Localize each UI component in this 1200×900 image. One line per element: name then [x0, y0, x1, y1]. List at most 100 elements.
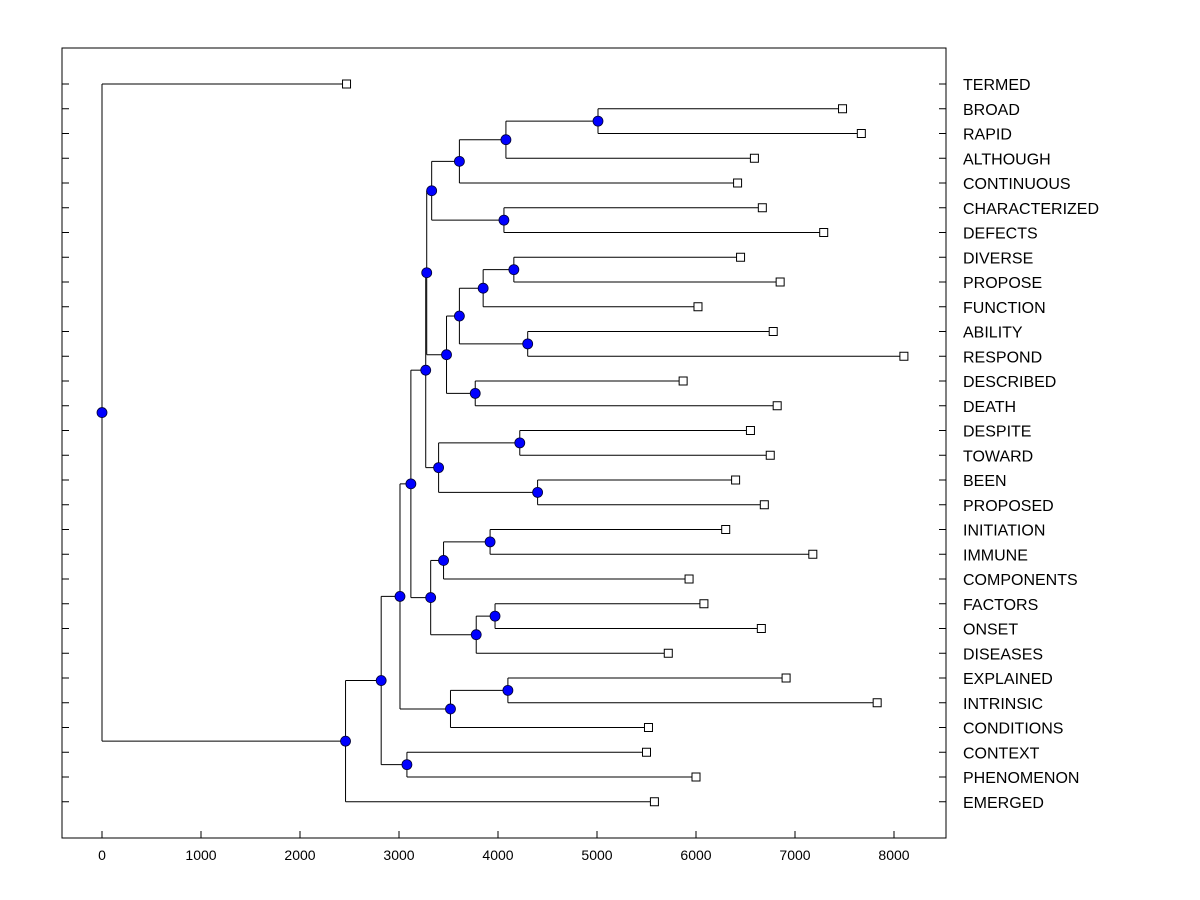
leaf-label: RAPID [963, 127, 1012, 144]
merge-node [500, 134, 512, 146]
merge-node [425, 592, 437, 603]
leaf-marker [781, 673, 791, 683]
x-tick-label: 7000 [779, 847, 810, 863]
leaf-label: PROPOSE [963, 275, 1042, 292]
leaf-marker [768, 327, 778, 336]
merge-node [469, 387, 481, 399]
leaf-marker [765, 450, 775, 460]
leaf-marker [899, 351, 909, 361]
leaf-marker [749, 153, 759, 163]
leaf-marker [856, 129, 866, 138]
leaf-label: ABILITY [963, 325, 1023, 342]
x-tick-label: 3000 [383, 847, 414, 863]
leaf-marker [342, 79, 352, 89]
leaf-marker [772, 401, 782, 411]
leaf-label: CONTEXT [963, 745, 1040, 762]
merge-node [433, 462, 445, 474]
leaf-marker [663, 648, 673, 658]
leaf-label: BEEN [963, 473, 1007, 490]
x-tick-label: 0 [98, 847, 106, 863]
leaf-label: RESPOND [963, 349, 1042, 366]
merge-node [453, 155, 465, 167]
x-tick-label: 4000 [482, 847, 513, 863]
leaf-label: FACTORS [963, 597, 1038, 614]
leaf-label: CHARACTERIZED [963, 201, 1099, 218]
leaf-label: CONTINUOUS [963, 176, 1071, 193]
leaf-label: BROAD [963, 102, 1020, 119]
x-tick-labels: 0 1000 2000 3000 4000 5000 6000 7000 8000 [98, 847, 910, 863]
leaf-marker [775, 277, 785, 287]
leaf-label: INITIATION [963, 523, 1045, 540]
leaf-marker [693, 302, 703, 312]
merge-node [375, 675, 387, 686]
leaf-label: EMERGED [963, 795, 1044, 812]
merge-node [592, 115, 604, 127]
merge-node [394, 591, 406, 602]
merge-node [401, 759, 413, 771]
merge-node [532, 486, 543, 498]
leaf-marker [759, 500, 769, 510]
leaf-label: DISEASES [963, 646, 1043, 663]
x-tick-label: 8000 [878, 847, 909, 863]
merge-node [420, 364, 432, 376]
leaf-label: DESCRIBED [963, 374, 1056, 391]
leaf-label: DEATH [963, 399, 1016, 416]
merge-node [96, 407, 108, 418]
merge-node [453, 310, 465, 322]
merge-node [340, 735, 351, 747]
leaf-marker [642, 747, 651, 757]
leaf-label: TOWARD [963, 448, 1033, 465]
leaf-marker [649, 797, 659, 807]
axis-ticks [62, 83, 946, 838]
merge-node [522, 338, 534, 350]
leaf-label: ONSET [963, 622, 1018, 639]
merge-node [498, 214, 510, 226]
leaf-marker [736, 252, 746, 262]
leaf-marker [684, 574, 694, 584]
leaf-label: DIVERSE [963, 250, 1033, 267]
leaf-marker [731, 475, 741, 485]
leaf-marker [819, 228, 829, 237]
leaf-marker [745, 426, 755, 435]
leaf-marker [757, 203, 767, 213]
merge-node [508, 264, 520, 276]
merge-node [405, 478, 417, 490]
leaf-marker [872, 698, 882, 708]
leaf-marker [678, 376, 688, 386]
leaf-marker [699, 599, 709, 609]
merge-node [426, 185, 438, 197]
x-tick-label: 6000 [680, 847, 711, 863]
leaf-marker [733, 178, 743, 188]
leaf-label: COMPONENTS [963, 572, 1078, 589]
merge-node [477, 282, 489, 294]
leaf-marker [838, 104, 848, 114]
merge-node [421, 267, 433, 279]
leaf-marker [643, 723, 653, 732]
leaf-label: EXPLAINED [963, 671, 1053, 688]
merge-node [489, 610, 501, 622]
merge-nodes [96, 115, 604, 771]
leaf-label: FUNCTION [963, 300, 1046, 317]
merge-node [441, 349, 452, 361]
merge-node [445, 703, 456, 715]
merge-node [514, 437, 526, 449]
leaf-label: ALTHOUGH [963, 151, 1051, 168]
merge-node [502, 684, 514, 696]
leaf-label: CONDITIONS [963, 721, 1063, 738]
leaf-markers [342, 79, 909, 807]
leaf-label: PROPOSED [963, 498, 1054, 515]
merge-node [470, 629, 482, 641]
merge-node [438, 555, 449, 566]
leaf-label: IMMUNE [963, 547, 1028, 564]
x-tick-label: 5000 [581, 847, 612, 863]
leaf-marker [808, 549, 818, 559]
leaf-marker [721, 525, 731, 534]
leaf-label: DEFECTS [963, 226, 1038, 243]
leaf-labels: TERMED BROAD RAPID ALTHOUGH CONTINUOUS CHARAC… [963, 77, 1099, 812]
dendrogram-links [101, 83, 904, 803]
leaf-label: TERMED [963, 77, 1031, 94]
leaf-marker [756, 624, 766, 633]
merge-node [484, 536, 496, 548]
leaf-label: DESPITE [963, 424, 1031, 441]
